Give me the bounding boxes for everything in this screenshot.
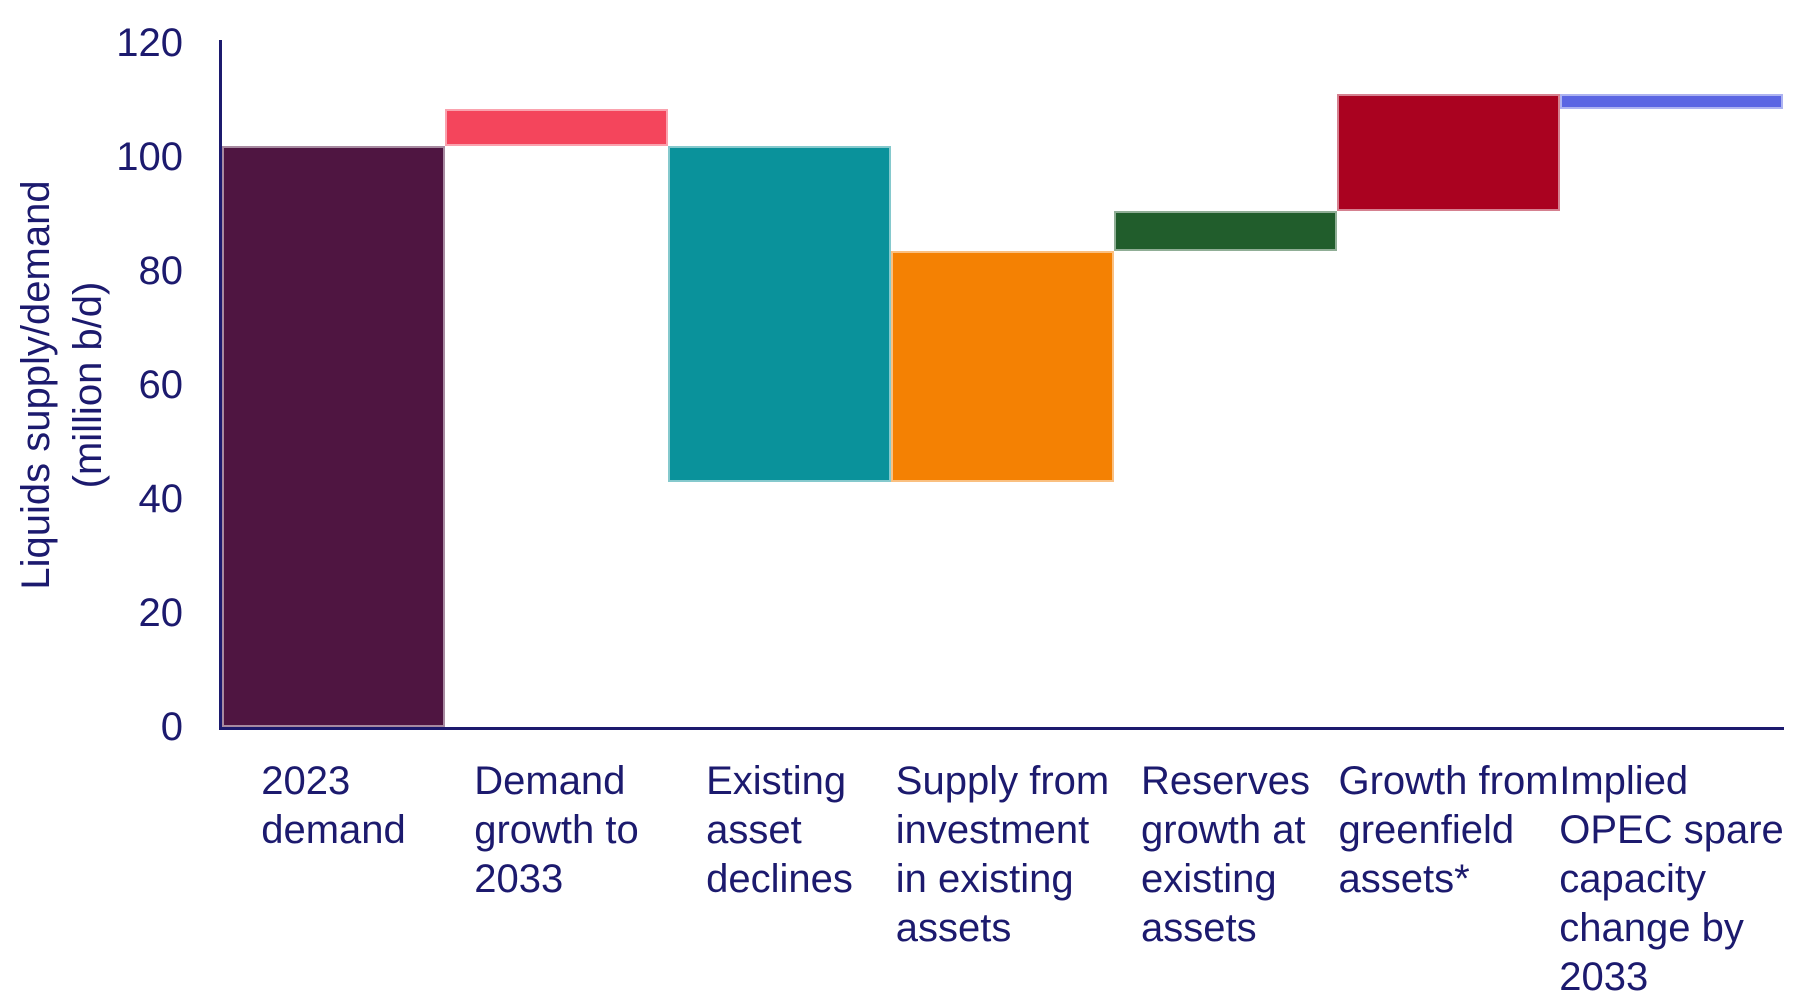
category-label-line: assets: [895, 906, 1012, 950]
category-label-text: Existing asset declines: [706, 757, 853, 904]
waterfall-bar-2023-demand: [222, 145, 445, 727]
category-label-line: capacity: [1559, 857, 1706, 901]
category-label-line: Supply from: [895, 759, 1110, 803]
category-label-line: demand: [261, 808, 406, 852]
waterfall-bar-reserves-growth-at-existing-assets: [1114, 211, 1337, 252]
waterfall-bar-supply-from-investment-in-existing-assets: [891, 251, 1114, 482]
y-tick-label-100: 100: [116, 135, 183, 179]
category-label-reserves-growth-at-existing-assets: Reserves growth at existing assets: [1114, 757, 1337, 953]
category-label-growth-from-greenfield-assets: Growth from greenfield assets*: [1337, 757, 1560, 904]
category-label-text: Reserves growth at existing assets: [1141, 757, 1310, 953]
category-label-line: growth to: [474, 808, 639, 852]
category-label-line: investment: [895, 808, 1090, 852]
category-label-text: Growth from greenfield assets*: [1338, 757, 1558, 904]
category-label-line: in existing: [895, 857, 1074, 901]
category-label-line: growth at: [1141, 808, 1306, 852]
category-label-line: existing: [1141, 857, 1277, 901]
category-label-text: 2023 demand: [261, 757, 406, 855]
waterfall-bar-implied-opec-spare-capacity-change-by-2033: [1560, 94, 1783, 109]
category-label-text: Supply from investment in existing assets: [896, 757, 1109, 953]
category-label-existing-asset-declines: Existing asset declines: [668, 757, 891, 904]
category-label-line: Demand: [474, 759, 626, 803]
y-tick-label-120: 120: [116, 21, 183, 65]
y-tick-label-0: 0: [160, 705, 183, 749]
category-label-implied-opec-spare-capacity-change-by-2033: Implied OPEC spare capacity change by 2033: [1559, 757, 1784, 999]
category-label-line: Growth from: [1338, 759, 1559, 803]
category-label-line: greenfield: [1338, 808, 1515, 852]
category-label-supply-from-investment-in-existing-assets: Supply from investment in existing assets: [891, 757, 1114, 953]
y-tick-label-80: 80: [138, 249, 184, 293]
category-label-text: Demand growth to 2033: [474, 757, 639, 904]
waterfall-bar-demand-growth-to-2033: [445, 108, 668, 146]
y-axis-line: [219, 40, 222, 730]
category-label-text: Implied OPEC spare capacity change by 2033: [1559, 757, 1784, 999]
category-label-line: Implied: [1559, 759, 1689, 803]
y-tick-label-60: 60: [138, 363, 184, 407]
category-label-line: change by: [1559, 906, 1744, 950]
category-label-line: Reserves: [1141, 759, 1310, 803]
category-label-line: assets*: [1338, 857, 1470, 901]
category-label-demand-growth-to-2033: Demand growth to 2033: [445, 757, 668, 904]
category-label-line: asset: [706, 808, 802, 852]
category-label-line: 2033: [474, 857, 564, 901]
category-label-line: 2023: [261, 759, 351, 803]
waterfall-bar-growth-from-greenfield-assets: [1337, 94, 1560, 212]
category-label-line: Existing: [706, 759, 847, 803]
category-label-2023-demand: 2023 demand: [222, 757, 445, 855]
y-tick-label-20: 20: [138, 591, 184, 635]
category-label-line: 2033: [1559, 955, 1649, 999]
category-label-line: OPEC spare: [1559, 808, 1784, 852]
category-label-line: declines: [706, 857, 853, 901]
x-axis-line: [219, 727, 1784, 730]
y-tick-label-40: 40: [138, 477, 184, 521]
category-label-line: assets: [1141, 906, 1257, 950]
waterfall-bar-existing-asset-declines: [668, 145, 891, 482]
